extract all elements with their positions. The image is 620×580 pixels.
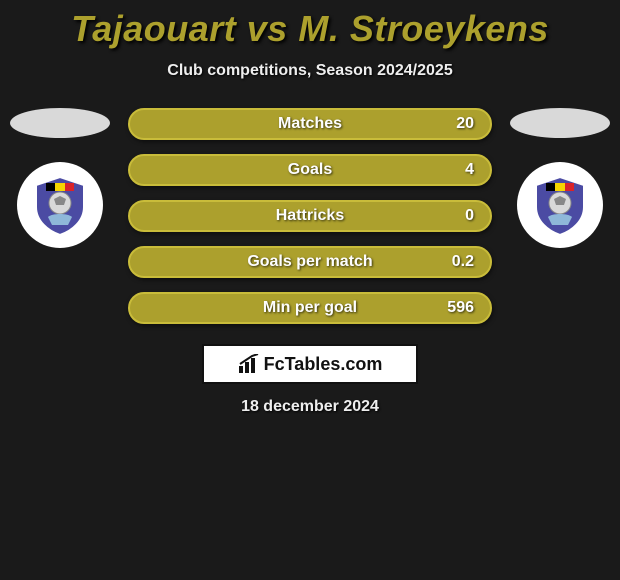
player-left-avatar bbox=[10, 108, 110, 138]
stats-column: Matches 20 Goals 4 Hattricks 0 Goals per… bbox=[110, 108, 510, 324]
stat-label: Min per goal bbox=[263, 299, 357, 317]
stat-right-value: 0 bbox=[465, 207, 474, 225]
brand-attribution: FcTables.com bbox=[202, 344, 418, 384]
stat-label: Matches bbox=[278, 115, 342, 133]
player-right-club-badge bbox=[517, 162, 603, 248]
club-crest-icon bbox=[28, 173, 92, 237]
stat-right-value: 0.2 bbox=[452, 253, 474, 271]
chart-icon bbox=[238, 354, 260, 374]
player-right-avatar bbox=[510, 108, 610, 138]
date-label: 18 december 2024 bbox=[0, 398, 620, 416]
player-left-column bbox=[10, 108, 110, 248]
club-crest-icon bbox=[528, 173, 592, 237]
page-title: Tajaouart vs M. Stroeykens bbox=[0, 8, 620, 50]
stat-row-matches: Matches 20 bbox=[128, 108, 492, 140]
compare-area: Matches 20 Goals 4 Hattricks 0 Goals per… bbox=[0, 108, 620, 324]
subtitle: Club competitions, Season 2024/2025 bbox=[0, 62, 620, 80]
stat-right-value: 4 bbox=[465, 161, 474, 179]
stat-label: Hattricks bbox=[276, 207, 344, 225]
stat-label: Goals bbox=[288, 161, 332, 179]
brand-text: FcTables.com bbox=[264, 354, 383, 375]
stat-right-value: 596 bbox=[447, 299, 474, 317]
stat-right-value: 20 bbox=[456, 115, 474, 133]
player-right-column bbox=[510, 108, 610, 248]
stat-row-goals: Goals 4 bbox=[128, 154, 492, 186]
stat-row-min-per-goal: Min per goal 596 bbox=[128, 292, 492, 324]
stat-row-goals-per-match: Goals per match 0.2 bbox=[128, 246, 492, 278]
stat-row-hattricks: Hattricks 0 bbox=[128, 200, 492, 232]
player-left-club-badge bbox=[17, 162, 103, 248]
comparison-card: Tajaouart vs M. Stroeykens Club competit… bbox=[0, 0, 620, 416]
stat-label: Goals per match bbox=[247, 253, 372, 271]
